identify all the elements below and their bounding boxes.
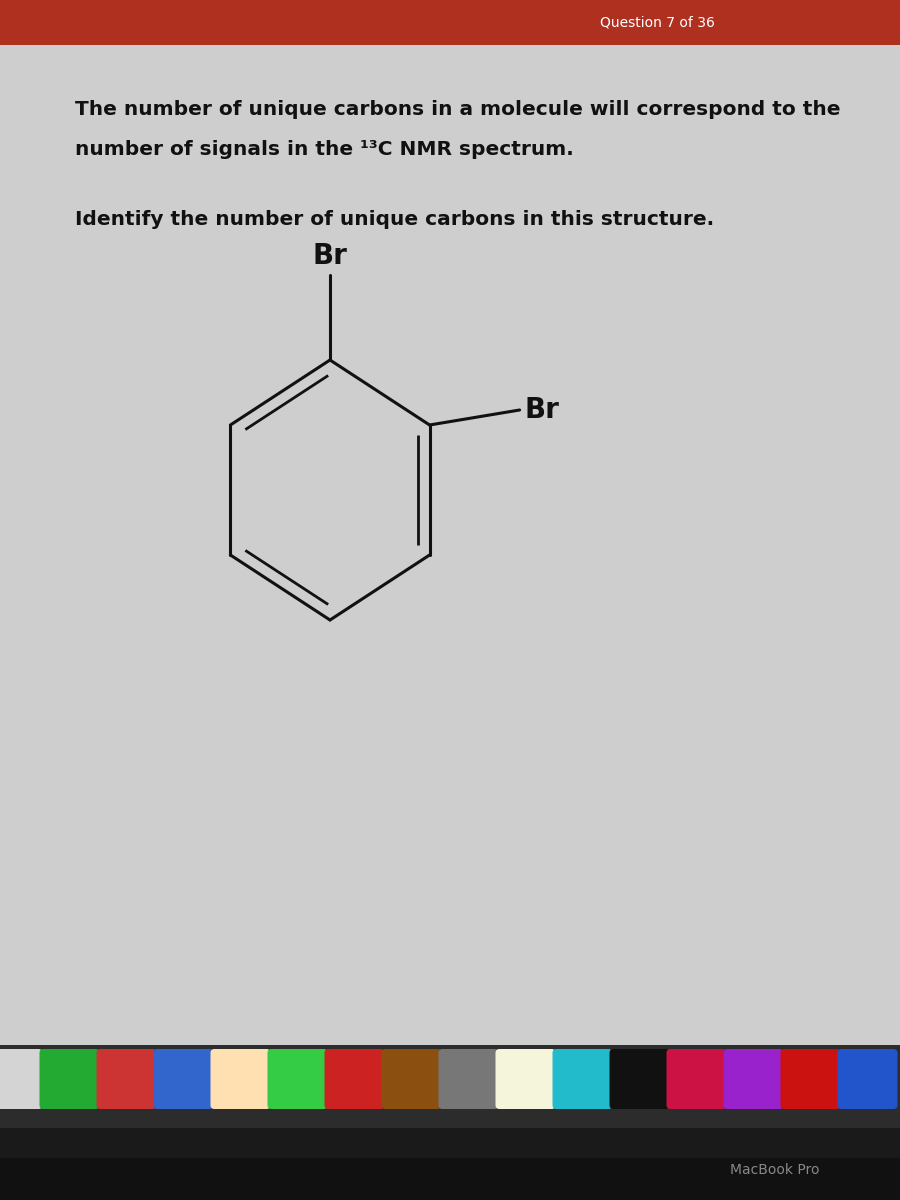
FancyBboxPatch shape (211, 1049, 271, 1109)
Text: Br: Br (312, 242, 347, 270)
Bar (0, 1128, 900, 1158)
FancyBboxPatch shape (780, 1049, 841, 1109)
Text: Question 7 of 36: Question 7 of 36 (600, 16, 715, 30)
FancyBboxPatch shape (438, 1049, 499, 1109)
FancyBboxPatch shape (382, 1049, 442, 1109)
FancyBboxPatch shape (40, 1049, 100, 1109)
FancyBboxPatch shape (553, 1049, 613, 1109)
FancyBboxPatch shape (838, 1049, 897, 1109)
FancyBboxPatch shape (496, 1049, 555, 1109)
FancyBboxPatch shape (609, 1049, 670, 1109)
Text: number of signals in the ¹³C NMR spectrum.: number of signals in the ¹³C NMR spectru… (75, 140, 574, 158)
FancyBboxPatch shape (0, 1049, 42, 1109)
Bar (0, 0, 900, 44)
FancyBboxPatch shape (96, 1049, 157, 1109)
Bar (0, 1045, 900, 1130)
Bar (0, 44, 900, 1045)
Text: MacBook Pro: MacBook Pro (731, 1163, 820, 1177)
Text: Identify the number of unique carbons in this structure.: Identify the number of unique carbons in… (75, 210, 714, 229)
FancyBboxPatch shape (667, 1049, 726, 1109)
Text: Br: Br (525, 396, 560, 424)
FancyBboxPatch shape (724, 1049, 784, 1109)
FancyBboxPatch shape (154, 1049, 213, 1109)
FancyBboxPatch shape (267, 1049, 328, 1109)
Text: The number of unique carbons in a molecule will correspond to the: The number of unique carbons in a molecu… (75, 100, 841, 119)
Bar (0, 1158, 900, 1200)
FancyBboxPatch shape (325, 1049, 384, 1109)
